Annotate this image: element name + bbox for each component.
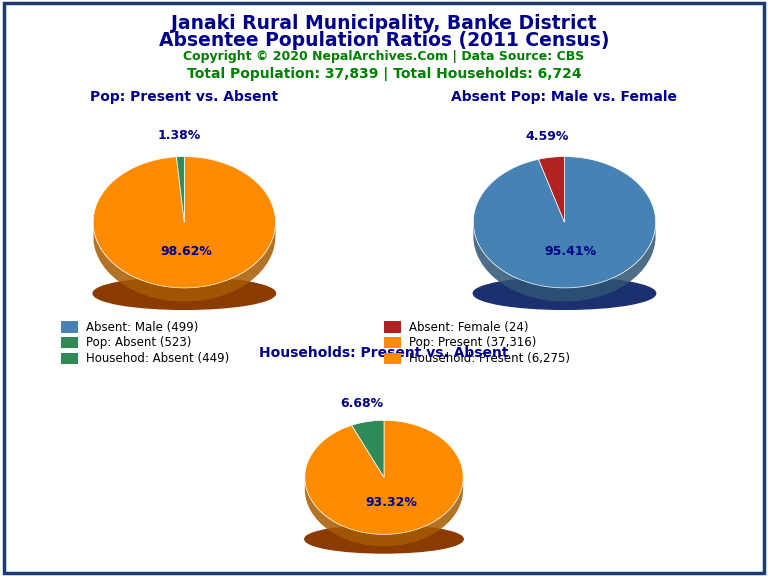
Polygon shape — [94, 222, 276, 302]
Text: 6.68%: 6.68% — [341, 397, 384, 410]
PathPatch shape — [305, 420, 463, 535]
Text: Janaki Rural Municipality, Banke District: Janaki Rural Municipality, Banke Distric… — [171, 14, 597, 33]
Text: Househod: Absent (449): Househod: Absent (449) — [86, 352, 230, 365]
Ellipse shape — [473, 278, 656, 309]
PathPatch shape — [93, 157, 276, 288]
Text: 4.59%: 4.59% — [525, 130, 569, 143]
Title: Pop: Present vs. Absent: Pop: Present vs. Absent — [91, 90, 278, 104]
Text: Absentee Population Ratios (2011 Census): Absentee Population Ratios (2011 Census) — [159, 31, 609, 50]
Text: Households: Present vs. Absent: Households: Present vs. Absent — [260, 346, 508, 360]
PathPatch shape — [177, 157, 184, 222]
Text: 1.38%: 1.38% — [157, 129, 200, 142]
Text: 93.32%: 93.32% — [366, 496, 417, 509]
Text: Pop: Absent (523): Pop: Absent (523) — [86, 336, 191, 349]
PathPatch shape — [473, 157, 656, 288]
Text: Absent: Female (24): Absent: Female (24) — [409, 321, 528, 334]
Text: Copyright © 2020 NepalArchives.Com | Data Source: CBS: Copyright © 2020 NepalArchives.Com | Dat… — [184, 50, 584, 63]
Title: Absent Pop: Male vs. Female: Absent Pop: Male vs. Female — [452, 90, 677, 104]
Text: 98.62%: 98.62% — [161, 245, 212, 258]
PathPatch shape — [538, 157, 564, 222]
Text: Pop: Present (37,316): Pop: Present (37,316) — [409, 336, 536, 349]
Polygon shape — [305, 479, 463, 546]
Ellipse shape — [305, 525, 463, 553]
Text: Absent: Male (499): Absent: Male (499) — [86, 321, 198, 334]
Ellipse shape — [93, 278, 276, 309]
Polygon shape — [473, 225, 656, 302]
Text: 95.41%: 95.41% — [545, 245, 597, 258]
Text: Household: Present (6,275): Household: Present (6,275) — [409, 352, 570, 365]
Text: Total Population: 37,839 | Total Households: 6,724: Total Population: 37,839 | Total Househo… — [187, 67, 581, 81]
PathPatch shape — [352, 420, 384, 478]
